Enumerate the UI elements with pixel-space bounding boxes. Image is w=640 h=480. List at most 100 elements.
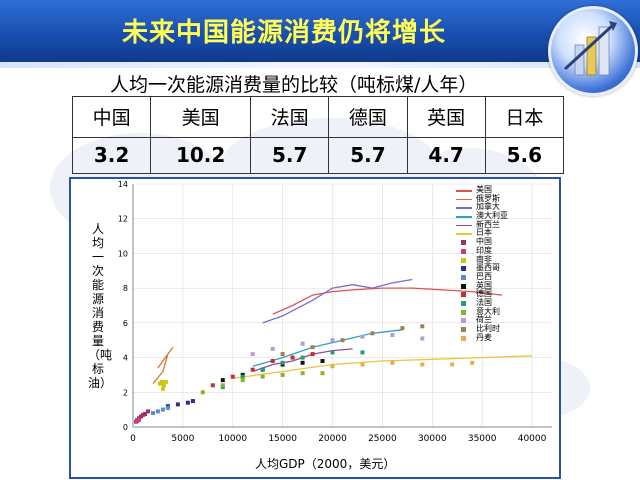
legend-item: 丹麦: [454, 332, 508, 343]
y-tick-label: 14: [118, 180, 128, 189]
country-header: 美国: [150, 96, 252, 138]
data-point: [155, 409, 160, 414]
legend-label: 南非: [476, 254, 492, 264]
x-tick-label: 10000: [218, 434, 247, 444]
value-cell: 5.7: [250, 136, 330, 175]
data-point: [137, 417, 141, 422]
legend-label: 澳大利亚: [476, 211, 508, 221]
data-point: [260, 374, 265, 379]
series-line: [232, 355, 533, 380]
country-header: 法国: [250, 96, 330, 138]
data-point: [300, 360, 305, 365]
data-point: [270, 346, 275, 351]
data-point: [390, 333, 395, 337]
y-axis-label: 人均一次能源消费量（吨标油）: [88, 222, 113, 390]
x-tick-label: 35000: [468, 434, 497, 444]
legend-label: 中国: [476, 237, 492, 247]
legend-item: 日本: [454, 229, 508, 238]
data-point: [370, 331, 375, 336]
legend-swatch: [461, 318, 466, 324]
data-point: [420, 324, 425, 329]
data-point: [250, 367, 255, 372]
legend-swatch: [461, 240, 466, 246]
slide-title: 未来中国能源消费仍将增长: [122, 18, 447, 48]
data-point: [146, 409, 150, 414]
data-point: [390, 360, 395, 365]
legend-label: 日本: [476, 228, 492, 238]
data-point: [250, 352, 255, 357]
legend-item: 巴西: [454, 271, 508, 282]
country-header: 英国: [406, 96, 486, 138]
comparison-table: 中国 美国 法国 德国 英国 日本 3.2 10.2 5.7 5.7 4.7 5…: [71, 96, 565, 175]
value-cell: 5.6: [484, 136, 565, 175]
data-point: [160, 407, 165, 412]
y-tick-label: 10: [118, 249, 128, 258]
legend-swatch: [461, 248, 466, 254]
chart-frame: [69, 177, 561, 479]
legend-swatch: [461, 292, 466, 298]
legend-swatch: [461, 309, 466, 315]
country-header: 德国: [328, 96, 408, 138]
series-line: [252, 329, 403, 367]
data-point: [220, 383, 225, 388]
y-tick-label: 8: [123, 284, 128, 293]
data-point: [143, 412, 147, 416]
table-caption: 人均一次能源消费量的比较（吨标煤/人年）: [110, 74, 478, 96]
legend-label: 印度: [476, 245, 492, 255]
value-cell: 3.2: [71, 136, 152, 175]
data-point: [320, 371, 325, 376]
legend-swatch: [456, 216, 472, 218]
data-point: [200, 390, 205, 395]
header-stripe: [0, 62, 640, 68]
value-cell: 10.2: [150, 136, 252, 175]
data-point: [400, 326, 405, 331]
x-tick-label: 5000: [171, 434, 194, 444]
legend-item: 荷兰: [454, 315, 508, 325]
series-line: [262, 278, 413, 324]
legend-item: 墨西哥: [454, 263, 508, 273]
series-line: [272, 287, 503, 315]
data-point: [300, 341, 305, 346]
data-point: [163, 379, 168, 384]
x-tick-label: 20000: [318, 434, 347, 444]
legend-label: 俄罗斯: [476, 193, 500, 203]
legend-item: 中国: [454, 237, 508, 247]
data-point: [340, 338, 345, 343]
data-point: [300, 371, 305, 376]
legend-label: 巴西: [476, 271, 492, 281]
data-point: [280, 352, 285, 357]
data-point: [220, 378, 225, 383]
x-tick-label: 15000: [268, 434, 297, 444]
data-point: [360, 362, 365, 367]
legend-label: 加拿大: [476, 202, 500, 212]
value-cell: 4.7: [406, 136, 486, 175]
data-point: [240, 378, 245, 383]
y-tick-label: 4: [123, 354, 128, 363]
y-tick-label: 0: [123, 423, 128, 432]
legend-item: 比利时: [454, 324, 508, 334]
y-tick-label: 6: [123, 319, 128, 328]
legend-label: 德国: [476, 289, 492, 299]
legend-swatch: [461, 257, 466, 263]
data-point: [310, 352, 315, 357]
legend-item: 印度: [454, 245, 508, 256]
data-point: [420, 362, 425, 367]
data-point: [230, 374, 235, 379]
legend-label: 丹麦: [476, 332, 492, 342]
x-tick-label: 25000: [368, 434, 397, 444]
header-banner: 未来中国能源消费仍将增长: [0, 0, 640, 62]
data-point: [260, 367, 265, 372]
value-cell: 5.7: [328, 136, 408, 175]
data-point: [300, 355, 305, 360]
legend-swatch: [461, 327, 466, 332]
legend-item: 美国: [454, 185, 508, 195]
legend-swatch: [456, 198, 472, 201]
data-point: [450, 362, 455, 367]
legend-label: 新西兰: [476, 219, 500, 229]
x-axis-label: 人均GDP（2000，美元）: [255, 457, 396, 471]
data-point: [330, 338, 335, 343]
data-point: [270, 359, 275, 363]
x-tick-label: 30000: [418, 434, 447, 444]
data-point: [470, 360, 475, 365]
data-point: [160, 386, 165, 391]
